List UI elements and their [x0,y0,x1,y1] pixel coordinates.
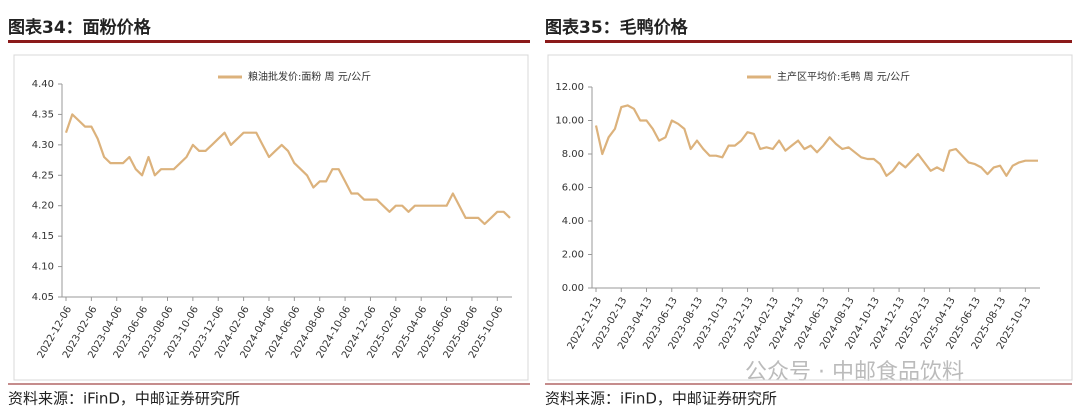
y-tick-label: 8.00 [562,149,584,160]
source-note: 资料来源：iFinD，中邮证券研究所 [8,390,240,408]
y-tick-label: 2.00 [562,250,584,261]
y-tick-label: 4.10 [32,262,54,273]
title-rule [8,40,530,43]
series-line [64,113,511,226]
watermark: 公众号 · 中邮食品饮料 [745,360,964,385]
y-tick-label: 4.35 [32,109,54,120]
series-line [594,104,1038,177]
source-note: 资料来源：iFinD，中邮证券研究所 [545,390,777,408]
y-tick-label: 12.00 [555,82,584,93]
y-tick-label: 4.25 [32,170,54,181]
legend-label: 主产区平均价:毛鸭 周 元/公斤 [777,70,910,83]
y-tick-label: 4.30 [32,140,54,151]
chart-title: 图表35：毛鸭价格 [545,17,689,38]
y-tick-label: 10.00 [555,116,584,127]
y-tick-label: 6.00 [562,183,584,194]
y-tick-label: 4.20 [32,201,54,212]
title-rule [545,40,1072,43]
y-tick-label: 4.00 [562,216,584,227]
y-tick-label: 4.05 [32,292,54,303]
y-tick-label: 0.00 [562,283,584,294]
y-tick-label: 4.40 [32,79,54,90]
chart-frame [13,54,529,381]
legend-label: 粮油批发价:面粉 周 元/公斤 [248,70,371,83]
chart-title: 图表34：面粉价格 [8,17,152,38]
chart-frame [547,54,1073,381]
y-tick-label: 4.15 [32,231,54,242]
